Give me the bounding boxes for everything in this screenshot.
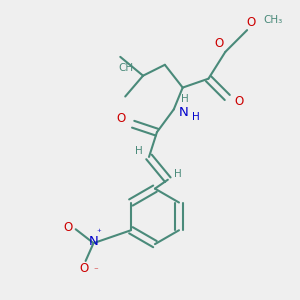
Text: H: H	[192, 112, 200, 122]
Text: ⁻: ⁻	[93, 266, 98, 275]
Text: H: H	[181, 94, 189, 104]
Text: O: O	[63, 221, 72, 234]
Text: O: O	[117, 112, 126, 125]
Text: O: O	[215, 38, 224, 50]
Text: N: N	[89, 235, 98, 248]
Text: O: O	[246, 16, 256, 29]
Text: H: H	[135, 146, 143, 156]
Text: CH₃: CH₃	[263, 15, 282, 25]
Text: O: O	[235, 95, 244, 108]
Text: H: H	[174, 169, 182, 179]
Text: N: N	[179, 106, 189, 119]
Text: CH: CH	[118, 63, 133, 73]
Text: ⁺: ⁺	[96, 228, 101, 237]
Text: O: O	[79, 262, 88, 275]
